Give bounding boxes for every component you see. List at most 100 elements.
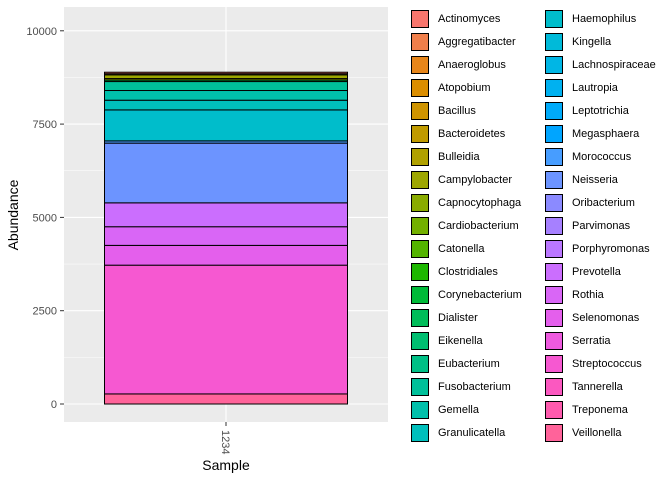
legend-item-lautropia: Lautropia xyxy=(545,76,618,99)
legend-label: Fusobacterium xyxy=(438,380,511,393)
legend-item-anaeroglobus: Anaeroglobus xyxy=(411,53,506,76)
x-tick-label: 1234 xyxy=(219,430,231,454)
legend-swatch xyxy=(411,9,429,28)
legend-swatch xyxy=(411,216,429,235)
legend-item-eikenella: Eikenella xyxy=(411,329,483,352)
legend-swatch xyxy=(545,193,563,212)
legend-swatch xyxy=(545,354,563,373)
legend-swatch xyxy=(411,285,429,304)
legend-item-clostridiales: Clostridiales xyxy=(411,260,498,283)
bar-segment-gemella xyxy=(104,90,348,101)
legend-label: Lachnospiraceae xyxy=(572,58,656,71)
legend-label: Aggregatibacter xyxy=(438,35,516,48)
legend-item-tannerella: Tannerella xyxy=(545,375,623,398)
bar-segment-streptococcus xyxy=(104,264,348,395)
y-tick-label: 2500 xyxy=(33,306,57,318)
legend-swatch xyxy=(411,354,429,373)
legend-item-campylobacter: Campylobacter xyxy=(411,168,512,191)
legend-item-lachnospiraceae: Lachnospiraceae xyxy=(545,53,656,76)
legend-item-megasphaera: Megasphaera xyxy=(545,122,639,145)
legend-swatch xyxy=(411,423,429,442)
legend-swatch xyxy=(411,124,429,143)
legend-label: Gemella xyxy=(438,403,479,416)
legend-item-granulicatella: Granulicatella xyxy=(411,421,505,444)
axes: 0 2500 5000 7500 10000 1234 xyxy=(26,26,231,455)
bar-segment-granulicatella xyxy=(104,99,348,111)
legend-label: Campylobacter xyxy=(438,173,512,186)
legend-label: Capnocytophaga xyxy=(438,196,522,209)
legend-item-morococcus: Morococcus xyxy=(545,145,631,168)
legend-label: Morococcus xyxy=(572,150,632,163)
legend-label: Porphyromonas xyxy=(572,242,650,255)
legend-swatch xyxy=(411,78,429,97)
legend-item-prevotella: Prevotella xyxy=(545,260,621,283)
legend-label: Leptotrichia xyxy=(572,104,629,117)
legend-swatch xyxy=(545,400,563,419)
legend-swatch xyxy=(411,331,429,350)
legend-label: Eubacterium xyxy=(438,357,500,370)
legend-swatch xyxy=(411,262,429,281)
legend-item-gemella: Gemella xyxy=(411,398,479,421)
legend-swatch xyxy=(411,377,429,396)
legend-label: Bulleidia xyxy=(438,150,480,163)
legend-item-catonella: Catonella xyxy=(411,237,484,260)
legend-swatch xyxy=(411,55,429,74)
legend-item-parvimonas: Parvimonas xyxy=(545,214,630,237)
bar-segment-veillonella xyxy=(104,393,348,405)
legend-swatch xyxy=(545,308,563,327)
y-tick-label: 5000 xyxy=(33,212,57,224)
bar-segment-selenomonas xyxy=(104,244,348,266)
legend-swatch xyxy=(545,170,563,189)
legend-item-eubacterium: Eubacterium xyxy=(411,352,500,375)
legend-item-selenomonas: Selenomonas xyxy=(545,306,639,329)
legend-label: Catonella xyxy=(438,242,485,255)
legend-item-cardiobacterium: Cardiobacterium xyxy=(411,214,519,237)
legend-label: Parvimonas xyxy=(572,219,631,232)
legend-label: Bacteroidetes xyxy=(438,127,506,140)
legend-item-kingella: Kingella xyxy=(545,30,611,53)
legend-swatch xyxy=(545,124,563,143)
legend-swatch xyxy=(545,377,563,396)
y-axis-title: Abundance xyxy=(5,179,21,250)
legend-item-aggregatibacter: Aggregatibacter xyxy=(411,30,516,53)
legend-item-corynebacterium: Corynebacterium xyxy=(411,283,522,306)
legend-label: Haemophilus xyxy=(572,12,637,25)
legend-item-fusobacterium: Fusobacterium xyxy=(411,375,511,398)
legend-item-dialister: Dialister xyxy=(411,306,478,329)
bar-segment-prevotella xyxy=(104,202,348,228)
legend-label: Oribacterium xyxy=(572,196,635,209)
legend-item-treponema: Treponema xyxy=(545,398,628,421)
legend-swatch xyxy=(411,308,429,327)
legend-label: Neisseria xyxy=(572,173,618,186)
legend-label: Treponema xyxy=(572,403,628,416)
legend-label: Dialister xyxy=(438,311,478,324)
legend-label: Cardiobacterium xyxy=(438,219,519,232)
y-tick-label: 0 xyxy=(51,399,57,411)
legend-label: Anaeroglobus xyxy=(438,58,506,71)
legend-label: Corynebacterium xyxy=(438,288,522,301)
legend-label: Serratia xyxy=(572,334,611,347)
legend-swatch xyxy=(545,147,563,166)
legend-swatch xyxy=(411,170,429,189)
y-tick-label: 10000 xyxy=(26,26,57,38)
legend-swatch xyxy=(545,262,563,281)
legend-item-serratia: Serratia xyxy=(545,329,611,352)
legend-swatch xyxy=(411,101,429,120)
legend-item-porphyromonas: Porphyromonas xyxy=(545,237,650,260)
legend-label: Prevotella xyxy=(572,265,621,278)
legend-item-actinomyces: Actinomyces xyxy=(411,7,500,30)
legend-item-bacillus: Bacillus xyxy=(411,99,476,122)
legend-item-oribacterium: Oribacterium xyxy=(545,191,635,214)
legend-label: Tannerella xyxy=(572,380,623,393)
legend-label: Eikenella xyxy=(438,334,483,347)
legend-item-rothia: Rothia xyxy=(545,283,604,306)
x-axis-title: Sample xyxy=(202,457,250,473)
legend-swatch xyxy=(411,400,429,419)
legend-swatch xyxy=(411,147,429,166)
legend-swatch xyxy=(545,55,563,74)
legend-label: Kingella xyxy=(572,35,612,48)
legend-swatch xyxy=(545,32,563,51)
legend-item-atopobium: Atopobium xyxy=(411,76,491,99)
legend-swatch xyxy=(545,101,563,120)
